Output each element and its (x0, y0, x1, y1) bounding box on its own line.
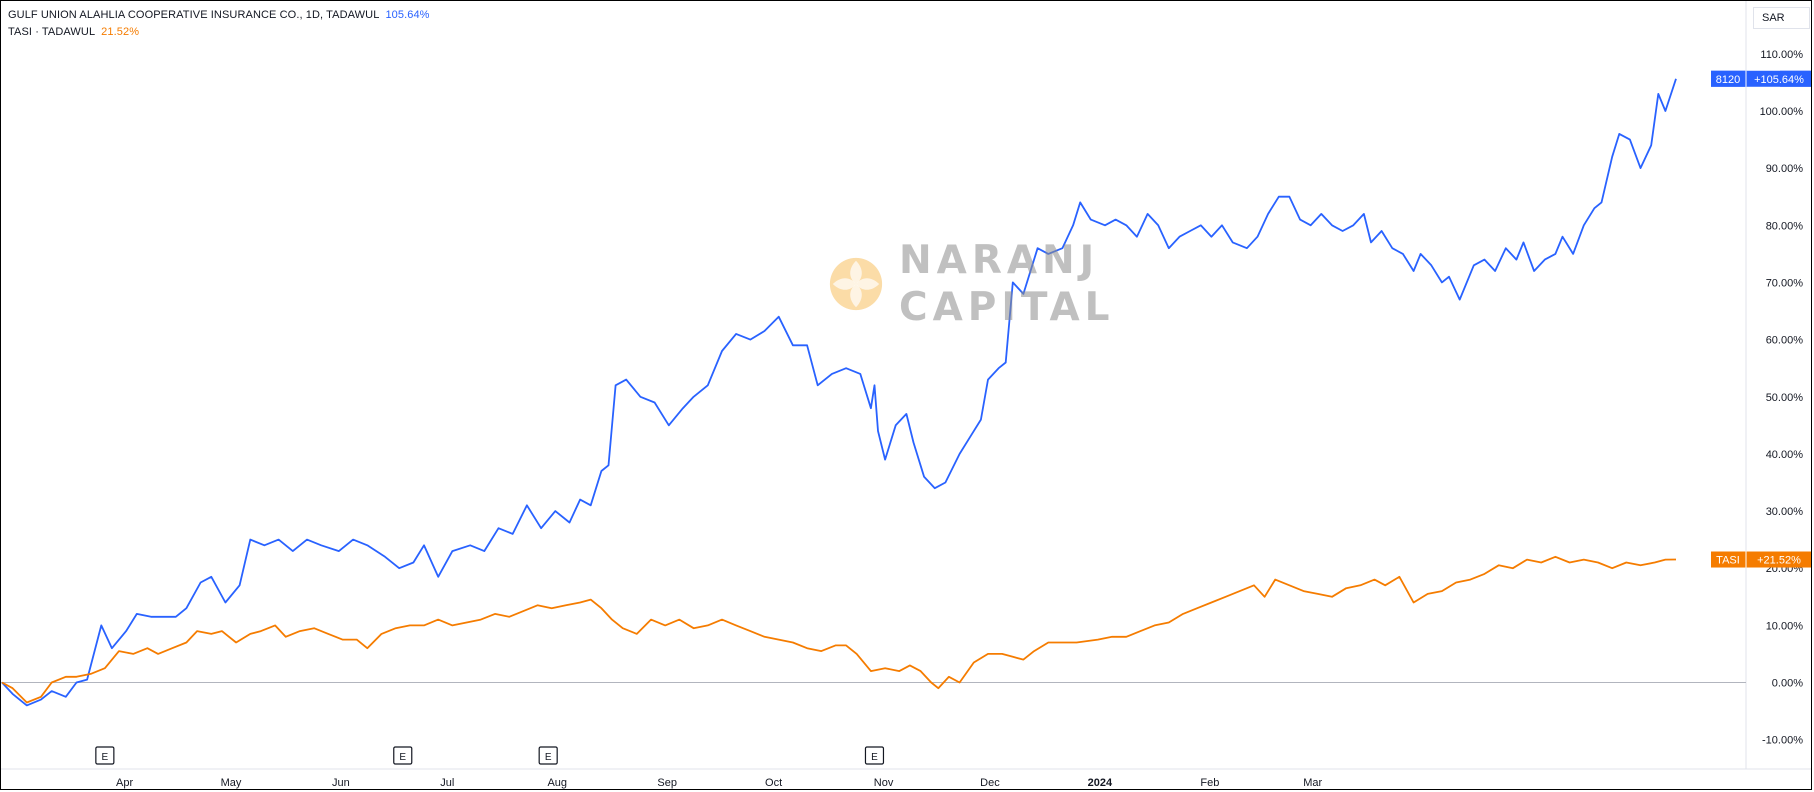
y-tick-label: 50.00% (1766, 392, 1804, 404)
earnings-marker-label: E (871, 752, 878, 763)
y-tick-label: 110.00% (1760, 49, 1803, 61)
earnings-marker-label: E (545, 752, 552, 763)
x-tick-label: Sep (657, 777, 677, 789)
price-badge-value-box (1778, 70, 1811, 87)
price-badge-symbol-box (1711, 551, 1745, 568)
price-badge-value: +105.64% (1754, 74, 1804, 86)
x-tick-label: Apr (116, 777, 133, 789)
price-badge-symbol-box (1711, 70, 1745, 87)
y-tick-label: 10.00% (1766, 620, 1804, 632)
legend-series-2-name: TASI · TADAWUL (8, 26, 96, 38)
legend-series-2[interactable]: TASI · TADAWUL 21.52% (8, 26, 139, 38)
earnings-marker[interactable] (393, 746, 413, 765)
legend-series-2-value: 21.52% (101, 26, 140, 38)
x-tick-label: Aug (547, 777, 567, 789)
earnings-marker-label: E (399, 752, 406, 763)
earnings-marker-label: E (102, 752, 109, 763)
earnings-marker[interactable] (538, 746, 558, 765)
earnings-marker[interactable] (95, 746, 115, 765)
y-tick-label: 30.00% (1766, 506, 1804, 518)
legend-series-1-value: 105.64% (385, 9, 430, 21)
x-tick-label: Nov (874, 777, 894, 789)
x-tick-label: Dec (980, 777, 1000, 789)
price-badge-symbol: TASI (1716, 555, 1740, 567)
y-tick-label: 80.00% (1766, 220, 1804, 232)
x-tick-label: Oct (765, 777, 782, 789)
x-tick-label: 2024 (1088, 777, 1113, 789)
x-tick-label: Jun (332, 777, 350, 789)
y-tick-label: 40.00% (1766, 449, 1804, 461)
price-badge-value-box (1778, 551, 1811, 568)
y-tick-label: 100.00% (1760, 106, 1804, 118)
legend-series-1[interactable]: GULF UNION ALAHLIA COOPERATIVE INSURANCE… (8, 9, 430, 21)
y-tick-label: 60.00% (1766, 335, 1804, 347)
y-tick-label: 70.00% (1766, 277, 1804, 289)
currency-button[interactable]: SAR (1753, 7, 1810, 29)
series-line-1[interactable] (1, 78, 1677, 707)
y-tick-label: 90.00% (1766, 163, 1804, 175)
earnings-marker[interactable] (864, 746, 885, 765)
series-line-2[interactable] (1, 555, 1677, 704)
x-tick-label: Feb (1200, 777, 1219, 789)
legend-series-1-name: GULF UNION ALAHLIA COOPERATIVE INSURANCE… (8, 9, 380, 21)
x-tick-label: Jul (440, 777, 454, 789)
price-badge-symbol: 8120 (1716, 74, 1740, 86)
y-tick-label: 0.00% (1772, 678, 1803, 690)
x-tick-label: May (221, 777, 242, 789)
price-badge-value: +21.52% (1757, 555, 1801, 567)
x-tick-label: Mar (1303, 777, 1322, 789)
y-tick-label: -10.00% (1762, 735, 1803, 747)
